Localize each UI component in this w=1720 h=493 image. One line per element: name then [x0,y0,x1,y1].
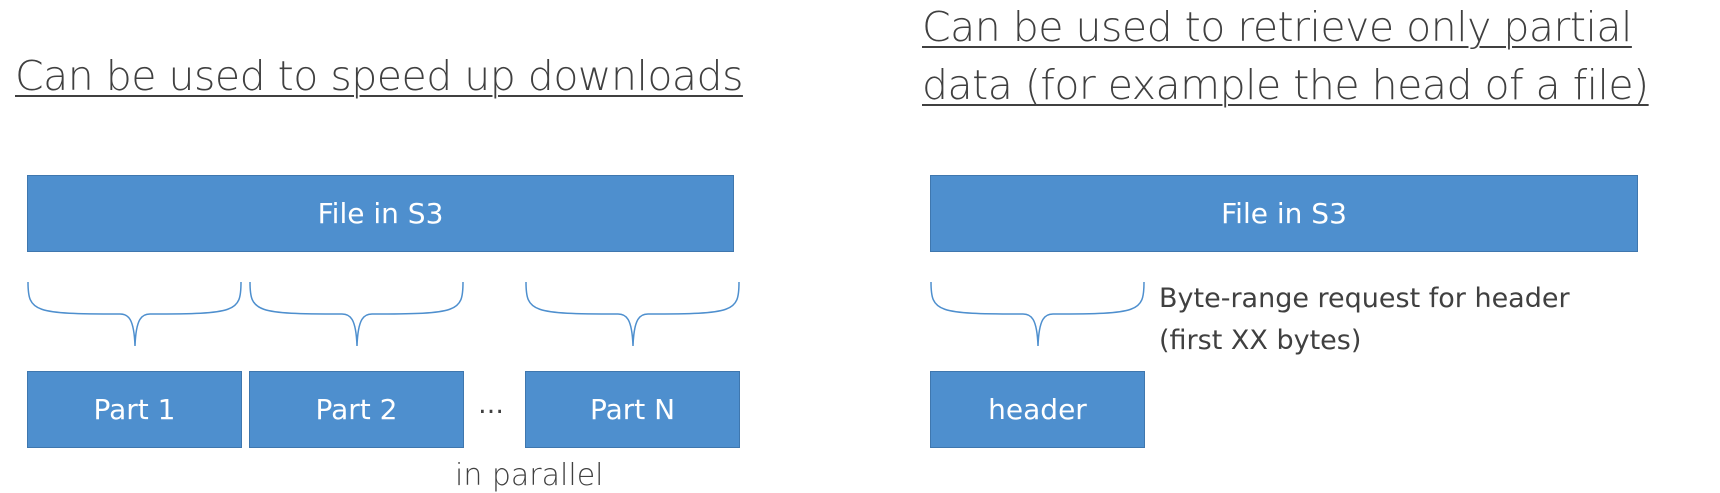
byte-range-request-line1: Byte-range request for header [1159,283,1570,314]
brace-part-1 [27,281,242,347]
parallel-caption: in parallel [455,458,604,493]
part-2-label: Part 2 [315,393,398,426]
file-in-s3-label-left: File in S3 [317,197,444,230]
parts-ellipsis: … [478,390,504,420]
part-n-label: Part N [589,393,676,426]
speed-up-heading: Can be used to speed up downloads [15,52,743,100]
brace-header [930,281,1145,347]
byte-range-request-label: Byte-range request for header (first XX … [1159,278,1570,362]
part-1-box: Part 1 [27,371,242,448]
header-box: header [930,371,1145,448]
partial-data-heading-line1: Can be used to retrieve only partial [922,3,1632,51]
file-in-s3-box-right: File in S3 [930,175,1638,252]
file-in-s3-label-right: File in S3 [1221,197,1347,230]
header-label: header [988,393,1087,426]
part-2-box: Part 2 [249,371,464,448]
brace-part-2 [249,281,464,347]
part-1-label: Part 1 [93,393,176,426]
partial-data-heading: Can be used to retrieve only partial dat… [922,0,1649,114]
part-n-box: Part N [525,371,740,448]
partial-data-heading-line2: data (for example the head of a file) [922,61,1649,109]
file-in-s3-box-left: File in S3 [27,175,734,252]
brace-part-n [525,281,740,347]
byte-range-request-line2: (first XX bytes) [1159,325,1362,356]
braces-layer [27,281,1145,347]
